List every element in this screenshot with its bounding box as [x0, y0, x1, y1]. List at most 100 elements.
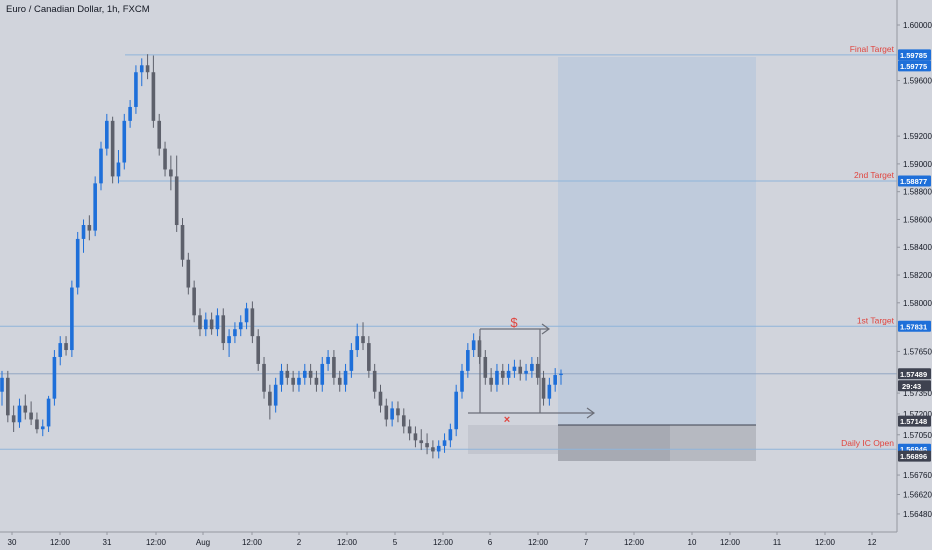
candle-body — [40, 426, 45, 430]
candle-body — [442, 440, 447, 446]
price-tick-label: 1.57350 — [903, 389, 932, 398]
loss-marker: × — [504, 414, 510, 426]
price-tags-layer: 1.59785 1.59775 1.58877 1.57831 1.57489 1.571… — [898, 49, 931, 462]
candle-body — [500, 370, 505, 378]
candle-body — [460, 370, 464, 392]
candle-body — [367, 343, 371, 371]
price-tag-label: 1.57831 — [900, 322, 927, 331]
candle-body — [52, 356, 57, 399]
candle-body — [250, 308, 255, 337]
candle-body — [29, 412, 33, 420]
candle-body — [23, 405, 28, 413]
candle-body — [163, 148, 167, 170]
profit-marker: $ — [510, 315, 518, 330]
candle-body — [256, 336, 261, 364]
candle-body — [372, 370, 377, 392]
candle-body — [70, 287, 74, 351]
price-tick-label: 1.58000 — [903, 299, 932, 308]
candle-body — [11, 415, 16, 423]
profit-arrow-head — [541, 323, 551, 335]
time-tick-label: 5 — [393, 538, 398, 547]
candle-body — [448, 429, 453, 441]
candle-body — [110, 120, 115, 177]
candle-body — [361, 336, 365, 344]
candles-layer — [0, 54, 563, 459]
candle-body — [81, 225, 86, 239]
candle-body — [291, 377, 295, 385]
stop-zone — [558, 425, 670, 461]
candle-body — [436, 445, 441, 452]
time-tick-label: 30 — [8, 538, 17, 547]
price-tag — [898, 368, 931, 380]
candle-body — [337, 377, 342, 385]
price-tick-label: 1.57200 — [903, 410, 932, 419]
candle-body — [139, 65, 144, 73]
candle-body — [203, 319, 208, 330]
price-tag — [898, 60, 931, 72]
price-tag-label: 1.58877 — [900, 177, 927, 186]
level-label: Final Target — [850, 44, 895, 54]
candle-body — [262, 363, 266, 392]
level-label: 2nd Target — [854, 170, 895, 180]
candle-body — [215, 315, 220, 330]
candle-body — [221, 315, 226, 344]
candle-body — [518, 366, 523, 374]
price-tick-label: 1.60000 — [903, 21, 932, 30]
chart-title: Euro / Canadian Dollar, 1h, FXCM — [6, 4, 150, 15]
time-tick-label: 12:00 — [624, 538, 645, 547]
price-tick-label: 1.57650 — [903, 347, 932, 356]
price-tick-label: 1.57050 — [903, 431, 932, 440]
candle-body — [192, 287, 196, 316]
candle-body — [524, 370, 528, 374]
candle-body — [425, 443, 429, 448]
time-tick-label: 12:00 — [433, 538, 454, 547]
target-zone — [558, 57, 756, 425]
time-tick-label: 12:00 — [815, 538, 836, 547]
time-tick-label: 12:00 — [146, 538, 167, 547]
time-tick-label: 6 — [488, 538, 493, 547]
candle-body — [157, 120, 162, 149]
loss-arrow-head — [586, 407, 596, 419]
price-axis-background[interactable] — [897, 0, 932, 532]
price-tick-label: 1.58200 — [903, 271, 932, 280]
candle-body — [506, 370, 511, 378]
candle-body — [145, 65, 150, 73]
candle-body — [209, 319, 214, 330]
candle-body — [285, 370, 290, 378]
levels-layer: Final Target 2nd Target 1st Target Daily IC… — [0, 44, 897, 450]
price-tick-label: 1.56760 — [903, 471, 932, 480]
candle-body — [489, 377, 493, 385]
price-tag-label: 1.57148 — [900, 417, 927, 426]
candle-body — [6, 377, 10, 416]
time-tick-label: 12:00 — [720, 538, 741, 547]
candle-body — [58, 343, 63, 357]
candle-body — [99, 148, 103, 184]
candle-body — [279, 370, 284, 385]
candle-body — [93, 183, 97, 231]
candle-body — [396, 408, 400, 416]
candle-body — [233, 329, 237, 337]
trade-projection — [468, 323, 596, 419]
time-tick-label: 12:00 — [242, 538, 263, 547]
candle-body — [186, 259, 191, 288]
candle-body — [87, 225, 92, 231]
candle-body — [128, 106, 132, 121]
price-tick-label: 1.59000 — [903, 160, 932, 169]
candle-body — [105, 120, 109, 149]
candle-body — [559, 373, 563, 376]
candle-body — [384, 405, 389, 420]
candle-body — [302, 370, 307, 378]
candle-body — [454, 391, 458, 430]
price-tag-label: 1.56946 — [900, 445, 927, 454]
time-tick-label: 12:00 — [528, 538, 549, 547]
candle-body — [355, 336, 360, 351]
candle-body — [297, 377, 301, 385]
candle-body — [530, 363, 534, 371]
level-label: Daily IC Open — [841, 438, 894, 448]
time-tick-label: 7 — [584, 538, 589, 547]
candle-body — [174, 176, 179, 226]
candle-body — [535, 363, 540, 378]
candle-body — [64, 343, 68, 351]
